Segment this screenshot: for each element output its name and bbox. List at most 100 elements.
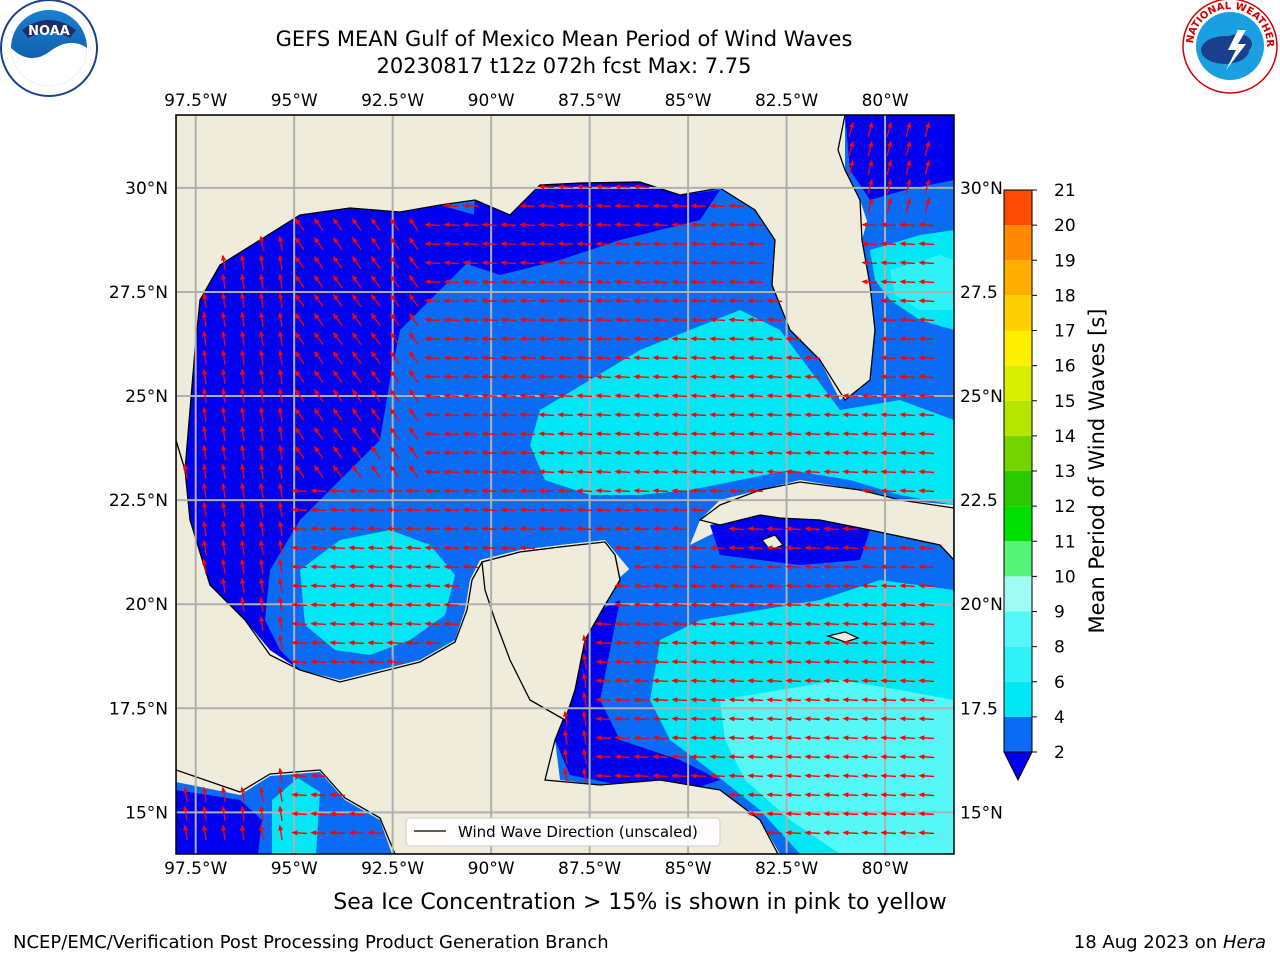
wind-arrowhead <box>291 488 298 494</box>
wind-arrowhead <box>671 260 678 266</box>
wind-arrowhead <box>652 336 659 342</box>
lat-label: 17.5 <box>960 699 998 719</box>
wind-arrowhead <box>823 526 830 532</box>
wind-arrowhead <box>389 369 396 377</box>
wind-arrowhead <box>766 697 773 703</box>
wind-arrowhead <box>202 406 208 413</box>
wind-arrowhead <box>747 716 754 722</box>
wind-arrowhead <box>389 274 396 282</box>
wind-arrowhead <box>278 330 284 337</box>
wind-arrowhead <box>785 830 792 836</box>
wind-arrowhead <box>481 222 488 228</box>
wind-arrowhead <box>671 317 678 323</box>
wind-arrowhead <box>709 621 716 627</box>
wind-arrowhead <box>899 659 906 665</box>
wind-arrowhead <box>747 222 754 228</box>
wind-arrowhead <box>240 444 246 451</box>
wind-arrowhead <box>614 754 621 760</box>
wind-arrowhead <box>880 754 887 760</box>
wind-arrowhead <box>462 545 469 551</box>
wind-arrowhead <box>614 355 621 361</box>
wind-arrowhead <box>823 716 830 722</box>
wind-arrowhead <box>728 735 735 741</box>
wind-arrowhead <box>880 678 887 684</box>
wind-arrowhead <box>202 520 208 527</box>
wind-arrowhead <box>310 811 317 817</box>
wind-arrowhead <box>728 450 735 456</box>
wind-arrowhead <box>367 659 374 665</box>
wind-arrowhead <box>880 792 887 798</box>
colorbar-tick-label: 4 <box>1054 708 1065 728</box>
wind-arrowhead <box>259 273 265 280</box>
wind-arrowhead <box>633 697 640 703</box>
wind-arrowhead <box>443 203 450 209</box>
wind-arrowhead <box>582 691 588 698</box>
wind-arrowhead <box>408 293 415 301</box>
wind-arrowhead <box>823 412 830 418</box>
wind-arrowhead <box>500 393 507 399</box>
wind-arrowhead <box>405 621 412 627</box>
wind-arrowhead <box>804 355 811 361</box>
wind-arrowhead <box>861 412 868 418</box>
lon-label: 87.5°W <box>558 91 621 111</box>
wind-arrowhead <box>278 463 284 470</box>
wind-arrowhead <box>785 792 792 798</box>
colorbar-bin <box>1004 190 1032 226</box>
wind-arrowhead <box>868 121 874 129</box>
wind-arrowhead <box>652 222 659 228</box>
wind-arrowhead <box>633 431 640 437</box>
wind-arrowhead <box>633 754 640 760</box>
wind-arrowhead <box>899 602 906 608</box>
wind-arrowhead <box>386 602 393 608</box>
wind-arrowhead <box>747 697 754 703</box>
wind-arrowhead <box>481 298 488 304</box>
wind-arrowhead <box>519 241 526 247</box>
wind-arrowhead <box>294 255 301 263</box>
wind-arrowhead <box>351 426 358 434</box>
wind-arrowhead <box>367 545 374 551</box>
wind-arrowhead <box>633 450 640 456</box>
wind-arrowhead <box>481 412 488 418</box>
wind-arrowhead <box>652 526 659 532</box>
wind-arrowhead <box>880 317 887 323</box>
wind-arrowhead <box>925 197 931 205</box>
wind-arrowhead <box>313 293 320 301</box>
wind-arrowhead <box>462 241 469 247</box>
wind-arrowhead <box>462 203 469 209</box>
wind-arrowhead <box>728 241 735 247</box>
wind-arrowhead <box>351 388 358 396</box>
wind-arrowhead <box>291 811 298 817</box>
wind-arrowhead <box>310 526 317 532</box>
wind-arrowhead <box>240 463 246 470</box>
wind-arrowhead <box>880 697 887 703</box>
wind-arrowhead <box>899 640 906 646</box>
wind-arrowhead <box>538 279 545 285</box>
wind-arrowhead <box>747 450 754 456</box>
wind-arrowhead <box>804 431 811 437</box>
wind-arrowhead <box>424 488 431 494</box>
wind-arrowhead <box>538 336 545 342</box>
wind-arrowhead <box>424 279 431 285</box>
wind-arrowhead <box>291 602 298 608</box>
wind-arrowhead <box>766 811 773 817</box>
wind-arrowhead <box>576 507 583 513</box>
wind-arrowhead <box>557 222 564 228</box>
wind-arrowhead <box>557 526 564 532</box>
wind-arrowhead <box>823 393 830 399</box>
wind-arrowhead <box>652 564 659 570</box>
lon-label: 82.5°W <box>755 91 818 111</box>
wind-arrowhead <box>408 255 415 263</box>
wind-arrowhead <box>329 811 336 817</box>
wind-arrowhead <box>351 331 358 339</box>
wind-arrowhead <box>595 374 602 380</box>
wind-arrowhead <box>557 374 564 380</box>
wind-arrowhead <box>557 488 564 494</box>
wind-arrowhead <box>294 312 301 320</box>
wind-arrowhead <box>595 735 602 741</box>
wind-arrowhead <box>842 469 849 475</box>
wind-arrowhead <box>614 773 621 779</box>
wind-arrowhead <box>538 241 545 247</box>
wind-arrowhead <box>766 583 773 589</box>
wind-arrowhead <box>351 369 358 377</box>
wind-arrowhead <box>899 830 906 836</box>
